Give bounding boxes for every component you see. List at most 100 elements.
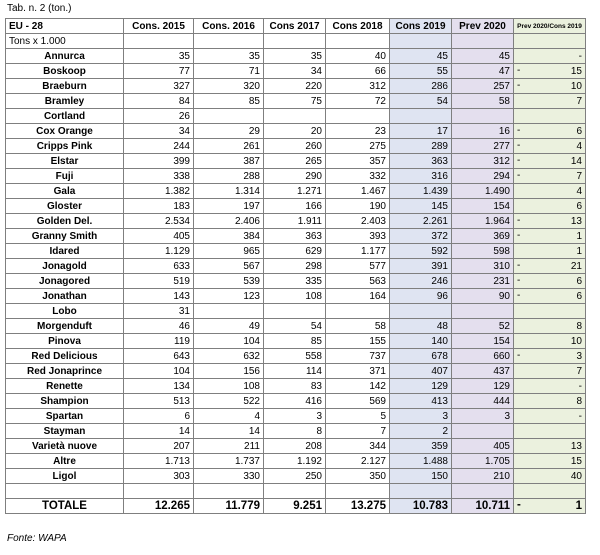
value-cell: 71 bbox=[193, 63, 264, 79]
variety-name: Jonagold bbox=[5, 258, 124, 274]
delta-value: 7 bbox=[576, 95, 582, 107]
value-cell: 1.713 bbox=[123, 453, 194, 469]
delta-value: - bbox=[578, 380, 582, 392]
delta-value: 6 bbox=[576, 125, 582, 137]
delta-cell: -6 bbox=[513, 273, 586, 289]
delta-cell: -4 bbox=[513, 138, 586, 154]
table-row: Cox Orange 34 29 20 23 17 16-6 bbox=[5, 123, 586, 139]
value-cell: 10.711 bbox=[451, 498, 514, 514]
value-cell: 26 bbox=[123, 108, 194, 124]
value-cell: 437 bbox=[451, 363, 514, 379]
header-cell-cons2017: Cons 2017 bbox=[263, 18, 326, 34]
table-row: Bramley 84 85 75 72 54 58 7 bbox=[5, 93, 586, 109]
table-row: Altre 1.713 1.737 1.192 2.127 1.488 1.705 15 bbox=[5, 453, 586, 469]
variety-name: Fuji bbox=[5, 168, 124, 184]
variety-name: Braeburn bbox=[5, 78, 124, 94]
value-cell: 16 bbox=[451, 123, 514, 139]
value-cell: 359 bbox=[389, 438, 452, 454]
value-cell: 965 bbox=[193, 243, 264, 259]
value-cell: 1.911 bbox=[263, 213, 326, 229]
variety-name: Elstar bbox=[5, 153, 124, 169]
value-cell: 14 bbox=[123, 423, 194, 439]
delta-value: 15 bbox=[570, 65, 582, 77]
delta-value: 1 bbox=[575, 499, 582, 512]
delta-value: 3 bbox=[576, 350, 582, 362]
value-cell: 66 bbox=[325, 63, 390, 79]
delta-sign: - bbox=[517, 499, 521, 512]
variety-name: Annurca bbox=[5, 48, 124, 64]
table-row: Gloster 183 197 166 190 145 154 6 bbox=[5, 198, 586, 214]
value-cell: 220 bbox=[263, 78, 326, 94]
value-cell: 14 bbox=[193, 423, 264, 439]
header-cell-cons2015: Cons. 2015 bbox=[123, 18, 194, 34]
value-cell: 12.265 bbox=[123, 498, 194, 514]
delta-value: 6 bbox=[576, 290, 582, 302]
variety-name: Renette bbox=[5, 378, 124, 394]
value-cell: 9.251 bbox=[263, 498, 326, 514]
value-cell: 598 bbox=[451, 243, 514, 259]
value-cell: 286 bbox=[389, 78, 452, 94]
spacer-row bbox=[5, 483, 586, 499]
variety-name: Varietà nuove bbox=[5, 438, 124, 454]
table-row: Red Delicious 643 632 558 737 678 660-3 bbox=[5, 348, 586, 364]
value-cell: 569 bbox=[325, 393, 390, 409]
value-cell: 2.406 bbox=[193, 213, 264, 229]
value-cell: 77 bbox=[123, 63, 194, 79]
value-cell: 539 bbox=[193, 273, 264, 289]
value-cell: 567 bbox=[193, 258, 264, 274]
value-cell: 261 bbox=[193, 138, 264, 154]
variety-name: Morgenduft bbox=[5, 318, 124, 334]
delta-value: 1 bbox=[576, 230, 582, 242]
value-cell: 156 bbox=[193, 363, 264, 379]
value-cell: 211 bbox=[193, 438, 264, 454]
table-caption: Tab. n. 2 (ton.) bbox=[7, 3, 72, 14]
value-cell: 134 bbox=[123, 378, 194, 394]
table-row: Jonagold 633 567 298 577 391 310- 21 bbox=[5, 258, 586, 274]
value-cell: 265 bbox=[263, 153, 326, 169]
delta-cell: - 15 bbox=[513, 63, 586, 79]
value-cell: 1.467 bbox=[325, 183, 390, 199]
table-row: Spartan 6 4 3 5 3 3- bbox=[5, 408, 586, 424]
value-cell: 166 bbox=[263, 198, 326, 214]
value-cell: 371 bbox=[325, 363, 390, 379]
variety-name: Ligol bbox=[5, 468, 124, 484]
value-cell: 298 bbox=[263, 258, 326, 274]
delta-cell: 4 bbox=[513, 183, 586, 199]
table-row: Cortland 26 bbox=[5, 108, 586, 124]
value-cell: 72 bbox=[325, 93, 390, 109]
delta-sign: - bbox=[517, 170, 521, 181]
value-cell bbox=[451, 303, 514, 319]
delta-cell: - 14 bbox=[513, 153, 586, 169]
value-cell: 387 bbox=[193, 153, 264, 169]
delta-value: 6 bbox=[576, 200, 582, 212]
table-row: Pinova 119 104 85 155 140 154 10 bbox=[5, 333, 586, 349]
value-cell: 2.127 bbox=[325, 453, 390, 469]
value-cell: 6 bbox=[123, 408, 194, 424]
value-cell: 55 bbox=[389, 63, 452, 79]
value-cell: 344 bbox=[325, 438, 390, 454]
value-cell: 350 bbox=[325, 468, 390, 484]
value-cell: 632 bbox=[193, 348, 264, 364]
value-cell: 633 bbox=[123, 258, 194, 274]
value-cell: 85 bbox=[193, 93, 264, 109]
value-cell: 277 bbox=[451, 138, 514, 154]
delta-cell: - bbox=[513, 48, 586, 64]
delta-value: 40 bbox=[570, 470, 582, 482]
value-cell: 129 bbox=[451, 378, 514, 394]
delta-cell: - 10 bbox=[513, 78, 586, 94]
value-cell: 257 bbox=[451, 78, 514, 94]
header-cell-cons2016: Cons. 2016 bbox=[193, 18, 264, 34]
variety-name: Boskoop bbox=[5, 63, 124, 79]
value-cell: 2.534 bbox=[123, 213, 194, 229]
variety-name: Gloster bbox=[5, 198, 124, 214]
value-cell: 3 bbox=[451, 408, 514, 424]
delta-value: 4 bbox=[576, 185, 582, 197]
value-cell: 327 bbox=[123, 78, 194, 94]
delta-value: - bbox=[578, 410, 582, 422]
table-row: Morgenduft 46 49 54 58 48 52 8 bbox=[5, 318, 586, 334]
value-cell: 330 bbox=[193, 468, 264, 484]
value-cell: 207 bbox=[123, 438, 194, 454]
delta-cell: -1 bbox=[513, 498, 586, 514]
delta-cell bbox=[513, 303, 586, 319]
delta-cell: 6 bbox=[513, 198, 586, 214]
